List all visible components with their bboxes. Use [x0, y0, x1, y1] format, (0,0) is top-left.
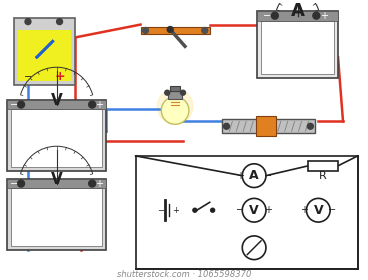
- Text: V: V: [249, 204, 259, 217]
- Text: +: +: [301, 205, 308, 215]
- Text: −: −: [10, 179, 18, 188]
- Circle shape: [223, 123, 229, 129]
- Bar: [11, 109, 102, 167]
- Text: +: +: [95, 100, 103, 109]
- Circle shape: [242, 236, 266, 260]
- Bar: [11, 188, 102, 246]
- Bar: [7, 179, 106, 250]
- Bar: [222, 119, 315, 133]
- Text: A: A: [249, 169, 259, 182]
- Text: −: −: [263, 11, 271, 21]
- Bar: [7, 100, 106, 171]
- Bar: [141, 27, 210, 34]
- Text: +: +: [54, 70, 65, 83]
- Circle shape: [313, 12, 320, 19]
- Circle shape: [89, 101, 96, 108]
- Circle shape: [57, 19, 63, 25]
- Circle shape: [89, 180, 96, 187]
- Circle shape: [242, 198, 266, 222]
- Circle shape: [210, 208, 215, 212]
- Text: +: +: [236, 171, 244, 181]
- Text: +: +: [172, 206, 178, 215]
- Circle shape: [307, 123, 314, 129]
- Circle shape: [25, 19, 31, 25]
- Bar: [14, 18, 75, 85]
- Circle shape: [158, 89, 193, 124]
- Text: V: V: [314, 204, 323, 217]
- Text: +: +: [320, 11, 328, 21]
- Bar: [7, 100, 106, 109]
- Text: R: R: [319, 171, 327, 181]
- Bar: [308, 161, 338, 171]
- Bar: [261, 21, 334, 74]
- Circle shape: [165, 90, 170, 95]
- Text: −: −: [24, 72, 32, 82]
- Circle shape: [202, 27, 208, 33]
- Bar: [256, 116, 276, 136]
- Text: −: −: [264, 171, 272, 181]
- Text: V: V: [51, 93, 63, 108]
- Bar: [257, 11, 338, 21]
- Bar: [170, 86, 180, 91]
- Bar: [168, 91, 182, 99]
- Circle shape: [271, 12, 278, 19]
- Text: +: +: [95, 179, 103, 188]
- Circle shape: [193, 208, 197, 212]
- Circle shape: [142, 27, 148, 33]
- Bar: [257, 11, 338, 78]
- Text: +: +: [264, 205, 272, 215]
- Circle shape: [18, 180, 25, 187]
- Bar: [18, 29, 71, 81]
- Circle shape: [161, 97, 189, 124]
- Circle shape: [18, 101, 25, 108]
- Text: V: V: [51, 172, 63, 187]
- Text: −: −: [328, 205, 336, 215]
- Text: A: A: [291, 2, 304, 20]
- Text: −: −: [157, 206, 164, 215]
- Circle shape: [167, 27, 173, 32]
- Text: shutterstock.com · 1065598370: shutterstock.com · 1065598370: [117, 270, 251, 279]
- Circle shape: [242, 164, 266, 188]
- Bar: [7, 179, 106, 188]
- Text: −: −: [10, 100, 18, 109]
- Circle shape: [181, 90, 185, 95]
- Text: −: −: [236, 205, 244, 215]
- Circle shape: [307, 198, 330, 222]
